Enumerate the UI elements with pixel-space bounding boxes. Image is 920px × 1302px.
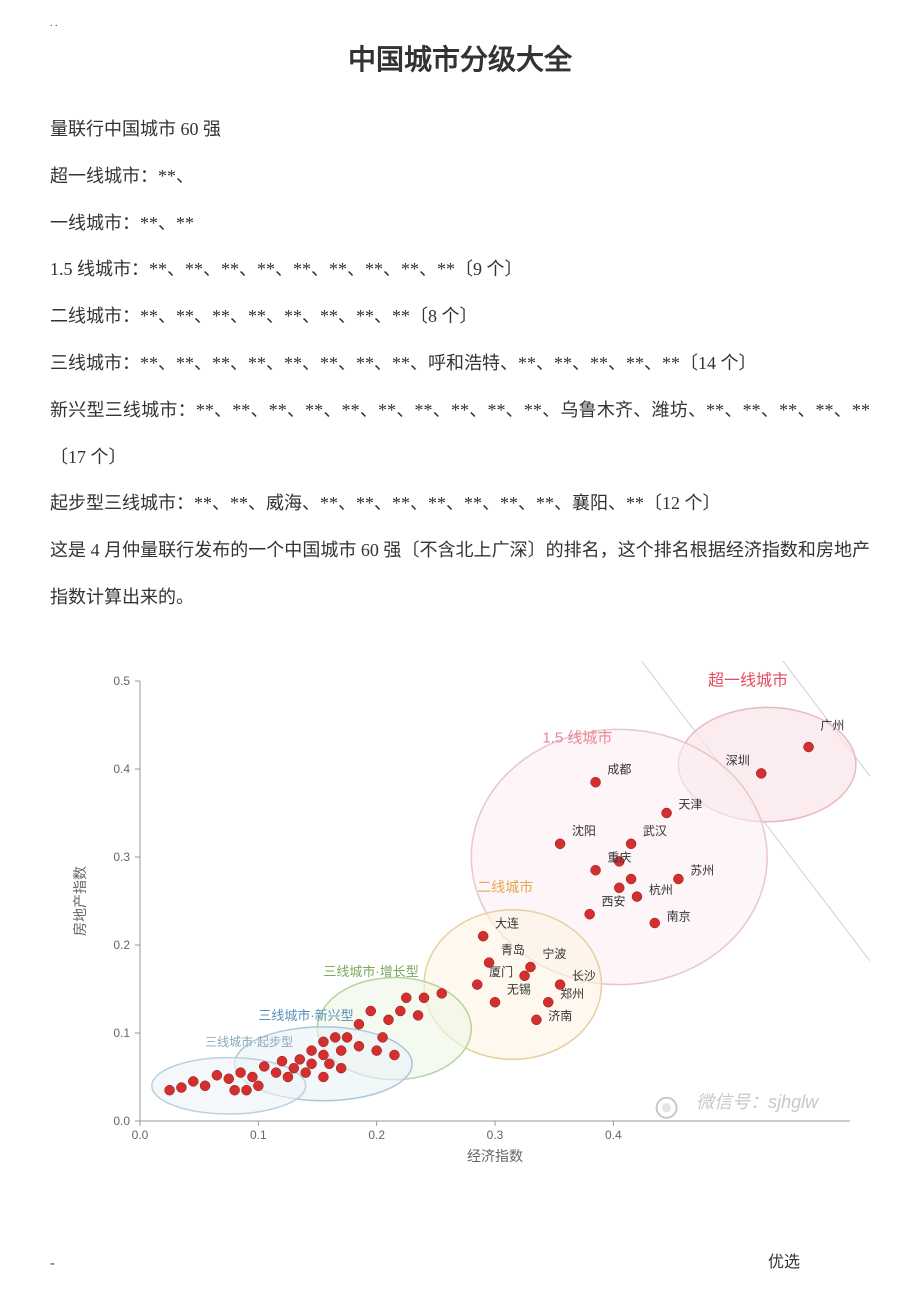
svg-text:0.0: 0.0 [132,1128,149,1142]
svg-text:杭州: 杭州 [649,882,673,897]
svg-text:0.5: 0.5 [113,674,130,688]
svg-text:重庆: 重庆 [607,850,631,864]
body-line: 这是 4 月仲量联行发布的一个中国城市 60 强〔不含北上广深〕的排名，这个排名… [50,527,870,621]
body-text: 量联行中国城市 60 强超一线城市：**、一线城市：**、**1.5 线城市：*… [50,106,870,621]
svg-text:1.5 线城市: 1.5 线城市 [542,729,612,746]
svg-text:青岛: 青岛 [501,942,525,957]
svg-text:济南: 济南 [548,1008,572,1023]
svg-text:经济指数: 经济指数 [467,1148,523,1164]
scatter-chart: 0.0 0.1 0.2 0.3 0.4 0.5 0.0 0.1 0.2 0.3 0.4 经济指数 房地产… [50,661,870,1181]
svg-text:南京: 南京 [667,908,691,923]
svg-text:郑州: 郑州 [560,986,584,1001]
body-line: 三线城市：**、**、**、**、**、**、**、**、呼和浩特、**、**、… [50,340,870,387]
svg-text:三线城市·新兴型: 三线城市·新兴型 [258,1008,353,1023]
svg-text:三线城市·起步型: 三线城市·起步型 [205,1034,293,1049]
svg-text:0.4: 0.4 [605,1128,622,1142]
svg-text:西安: 西安 [602,893,626,908]
svg-text:0.2: 0.2 [368,1128,385,1142]
svg-text:深圳: 深圳 [726,753,750,767]
svg-text:房地产指数: 房地产指数 [72,866,88,936]
body-line: 超一线城市：**、 [50,153,870,200]
page-title: 中国城市分级大全 [50,38,870,78]
svg-text:天津: 天津 [678,797,702,811]
svg-text:超一线城市: 超一线城市 [708,671,788,689]
svg-text:0.4: 0.4 [113,762,130,776]
svg-text:二线城市: 二线城市 [477,879,533,895]
svg-text:0.3: 0.3 [113,850,130,864]
body-line: 量联行中国城市 60 强 [50,106,870,153]
svg-text:0.3: 0.3 [487,1128,504,1142]
footer-right: 优选 [768,1248,800,1272]
footer-dash: - [50,1256,55,1272]
svg-text:宁波: 宁波 [542,946,566,961]
top-dots: . . [50,20,870,28]
svg-text:0.0: 0.0 [113,1114,130,1128]
body-line: 1.5 线城市：**、**、**、**、**、**、**、**、**〔9 个〕 [50,246,870,293]
svg-text:沈阳: 沈阳 [572,823,596,838]
body-line: 新兴型三线城市：**、**、**、**、**、**、**、**、**、**、乌鲁… [50,387,870,481]
svg-text:0.2: 0.2 [113,938,130,952]
svg-text:三线城市·增长型: 三线城市·增长型 [323,964,418,979]
svg-text:广州: 广州 [820,718,844,732]
body-line: 二线城市：**、**、**、**、**、**、**、**〔8 个〕 [50,293,870,340]
svg-text:0.1: 0.1 [113,1026,130,1040]
body-line: 起步型三线城市：**、**、威海、**、**、**、**、**、**、**、襄阳… [50,480,870,527]
svg-text:成都: 成都 [607,762,631,776]
svg-text:武汉: 武汉 [643,824,667,838]
body-line: 一线城市：**、** [50,200,870,247]
svg-text:长沙: 长沙 [572,969,596,983]
svg-text:0.1: 0.1 [250,1128,267,1142]
svg-text:厦门: 厦门 [489,964,513,979]
svg-text:苏州: 苏州 [690,863,714,877]
svg-text:无锡: 无锡 [507,981,531,996]
svg-text:大连: 大连 [495,915,519,930]
svg-text:微信号：sjhglw: 微信号：sjhglw [696,1092,819,1112]
